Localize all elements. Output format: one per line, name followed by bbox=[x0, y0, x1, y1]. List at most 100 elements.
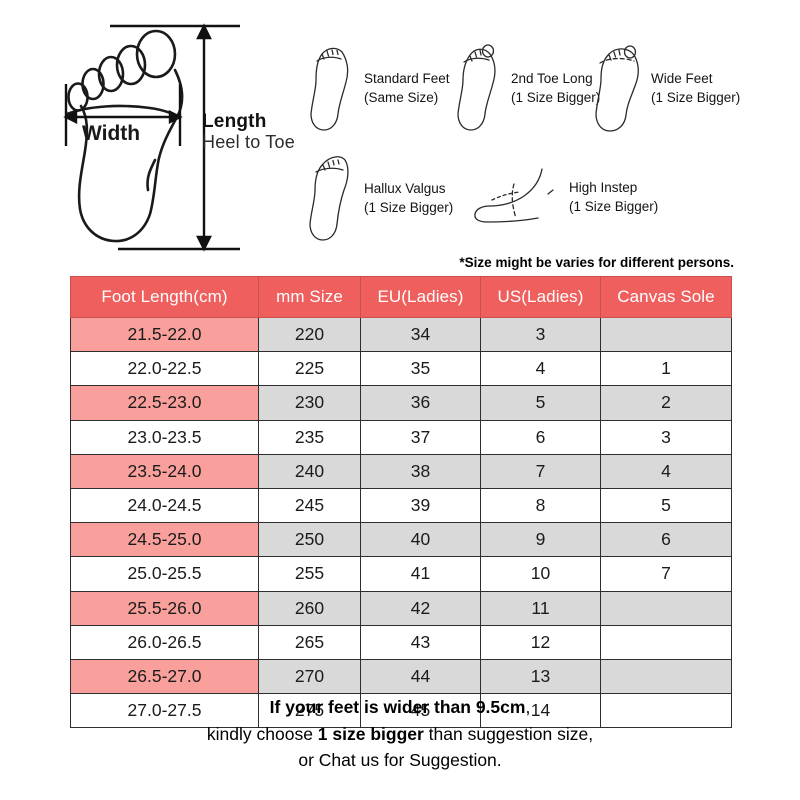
length-label: Length bbox=[202, 111, 267, 132]
cell-mm-size: 245 bbox=[258, 487, 361, 524]
cell-eu-ladies: 44 bbox=[360, 658, 481, 695]
foot-print-wide-icon bbox=[595, 45, 639, 132]
width-label: Width bbox=[82, 122, 140, 145]
cell-eu-ladies: 42 bbox=[360, 590, 481, 626]
foot-type-wide-name: Wide Feet bbox=[651, 70, 713, 86]
foot-type-standard-name: Standard Feet bbox=[364, 70, 450, 86]
column-header-canvas-sole: Canvas Sole bbox=[600, 276, 732, 318]
cell-canvas-sole bbox=[600, 590, 732, 626]
foot-print-second-toe-long-icon bbox=[457, 44, 496, 131]
cell-canvas-sole: 6 bbox=[600, 522, 732, 558]
foot-measurement-diagram-area: Width Length Heel to Toe Standard Feet (… bbox=[0, 0, 800, 270]
cell-mm-size: 275 bbox=[258, 693, 361, 729]
cell-foot-length: 22.0-22.5 bbox=[70, 351, 259, 387]
cell-canvas-sole: 1 bbox=[600, 351, 732, 387]
cell-us-ladies: 6 bbox=[480, 419, 601, 455]
cell-eu-ladies: 36 bbox=[360, 385, 481, 421]
size-disclaimer-note: *Size might be varies for different pers… bbox=[459, 255, 734, 270]
cell-eu-ladies: 43 bbox=[360, 624, 481, 660]
cell-foot-length: 26.0-26.5 bbox=[70, 624, 259, 660]
table-row: 26.5-27.0 270 44 13 bbox=[70, 658, 732, 695]
table-row: 23.0-23.5 235 37 6 3 bbox=[70, 419, 732, 455]
size-chart-table: Foot Length(cm) mm Size EU(Ladies) US(La… bbox=[70, 276, 732, 729]
foot-side-high-instep-icon bbox=[474, 168, 554, 223]
cell-us-ladies: 8 bbox=[480, 487, 601, 524]
foot-type-high-instep-note: (1 Size Bigger) bbox=[569, 199, 659, 214]
foot-type-second-toe-long-name: 2nd Toe Long bbox=[511, 70, 593, 86]
footer-line-2-bold: 1 size bigger bbox=[317, 723, 424, 744]
footer-line-1-bold: If your feet is wider than 9.5cm bbox=[269, 697, 526, 717]
table-row: 22.5-23.0 230 36 5 2 bbox=[70, 385, 732, 421]
cell-us-ladies: 13 bbox=[480, 658, 601, 695]
foot-type-wide-text: Wide Feet (1 Size Bigger) bbox=[651, 69, 740, 107]
size-chart-table-wrapper: Foot Length(cm) mm Size EU(Ladies) US(La… bbox=[70, 276, 732, 729]
cell-foot-length: 24.5-25.0 bbox=[70, 522, 259, 558]
column-header-foot-length: Foot Length(cm) bbox=[70, 276, 259, 318]
table-row: 23.5-24.0 240 38 7 4 bbox=[70, 453, 732, 489]
cell-mm-size: 265 bbox=[258, 624, 361, 660]
foot-type-second-toe-long-note: (1 Size Bigger) bbox=[511, 90, 601, 105]
foot-type-wide: Wide Feet (1 Size Bigger) bbox=[592, 42, 740, 134]
footer-line-1: If your feet is wider than 9.5cm, bbox=[0, 694, 800, 721]
cell-foot-length: 26.5-27.0 bbox=[70, 658, 259, 695]
cell-eu-ladies: 38 bbox=[360, 453, 481, 489]
table-row: 27.0-27.5 275 45 14 bbox=[70, 693, 732, 729]
foot-outline-icon: Width bbox=[63, 23, 240, 252]
foot-type-high-instep-text: High Instep (1 Size Bigger) bbox=[569, 178, 658, 216]
cell-eu-ladies: 41 bbox=[360, 556, 481, 592]
column-header-eu-ladies: EU(Ladies) bbox=[360, 276, 481, 318]
cell-mm-size: 250 bbox=[258, 522, 361, 558]
cell-foot-length: 22.5-23.0 bbox=[70, 385, 259, 421]
table-row: 25.0-25.5 255 41 10 7 bbox=[70, 556, 732, 592]
cell-canvas-sole bbox=[600, 658, 732, 695]
foot-type-second-toe-long-text: 2nd Toe Long (1 Size Bigger) bbox=[511, 69, 600, 107]
cell-foot-length: 25.5-26.0 bbox=[70, 590, 259, 626]
foot-print-hallux-valgus-icon bbox=[309, 156, 349, 241]
length-sublabel: Heel to Toe bbox=[202, 131, 295, 152]
cell-eu-ladies: 34 bbox=[360, 316, 481, 353]
footer-advice-note: If your feet is wider than 9.5cm, kindly… bbox=[0, 694, 800, 774]
foot-type-hallux-valgus-text: Hallux Valgus (1 Size Bigger) bbox=[364, 179, 453, 217]
cell-us-ladies: 14 bbox=[480, 693, 601, 729]
foot-type-standard-note: (Same Size) bbox=[364, 90, 439, 105]
size-chart-table-body: 21.5-22.0 220 34 3 22.0-22.5 225 35 4 1 22.5-23.0… bbox=[70, 316, 732, 729]
foot-print-standard-icon bbox=[310, 47, 349, 131]
foot-type-hallux-valgus-note: (1 Size Bigger) bbox=[364, 200, 454, 215]
cell-foot-length: 27.0-27.5 bbox=[70, 693, 259, 729]
cell-eu-ladies: 35 bbox=[360, 351, 481, 387]
cell-canvas-sole: 3 bbox=[600, 419, 732, 455]
cell-canvas-sole bbox=[600, 693, 732, 729]
cell-canvas-sole: 2 bbox=[600, 385, 732, 421]
cell-mm-size: 260 bbox=[258, 590, 361, 626]
cell-foot-length: 23.5-24.0 bbox=[70, 453, 259, 489]
table-row: 26.0-26.5 265 43 12 bbox=[70, 624, 732, 660]
cell-foot-length: 21.5-22.0 bbox=[70, 316, 259, 353]
cell-foot-length: 25.0-25.5 bbox=[70, 556, 259, 592]
foot-type-hallux-valgus-name: Hallux Valgus bbox=[364, 180, 446, 196]
cell-canvas-sole: 7 bbox=[600, 556, 732, 592]
footer-line-2: kindly choose 1 size bigger than suggest… bbox=[0, 721, 800, 748]
foot-type-wide-note: (1 Size Bigger) bbox=[651, 90, 741, 105]
foot-type-hallux-valgus: Hallux Valgus (1 Size Bigger) bbox=[305, 152, 453, 244]
cell-canvas-sole: 4 bbox=[600, 453, 732, 489]
footer-line-2-tail: than suggestion size, bbox=[423, 723, 594, 744]
column-header-mm-size: mm Size bbox=[258, 276, 361, 318]
cell-mm-size: 220 bbox=[258, 316, 361, 353]
cell-us-ladies: 7 bbox=[480, 453, 601, 489]
table-header-row: Foot Length(cm) mm Size EU(Ladies) US(La… bbox=[70, 276, 732, 318]
foot-type-high-instep-name: High Instep bbox=[569, 179, 638, 195]
cell-foot-length: 23.0-23.5 bbox=[70, 419, 259, 455]
cell-mm-size: 270 bbox=[258, 658, 361, 695]
table-row: 25.5-26.0 260 42 11 bbox=[70, 590, 732, 626]
footer-line-3: or Chat us for Suggestion. bbox=[298, 750, 502, 771]
table-row: 24.0-24.5 245 39 8 5 bbox=[70, 487, 732, 524]
table-row: 21.5-22.0 220 34 3 bbox=[70, 316, 732, 353]
cell-foot-length: 24.0-24.5 bbox=[70, 487, 259, 524]
cell-mm-size: 255 bbox=[258, 556, 361, 592]
cell-canvas-sole: 5 bbox=[600, 487, 732, 524]
footer-line-2-lead: kindly choose bbox=[206, 723, 318, 744]
cell-us-ladies: 3 bbox=[480, 316, 601, 353]
foot-type-high-instep: High Instep (1 Size Bigger) bbox=[470, 166, 658, 228]
cell-mm-size: 235 bbox=[258, 419, 361, 455]
table-row: 24.5-25.0 250 40 9 6 bbox=[70, 522, 732, 558]
